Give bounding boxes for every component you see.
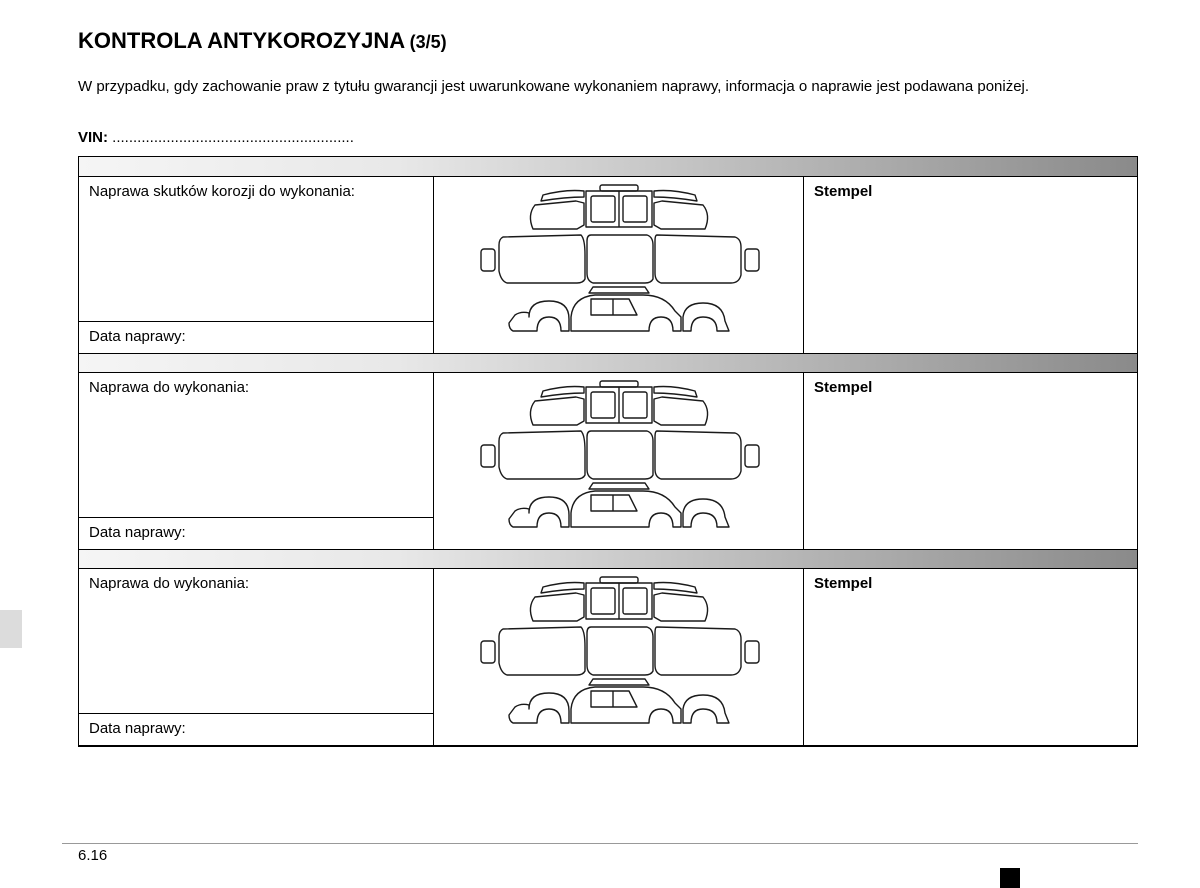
stamp-label: Stempel bbox=[804, 569, 1137, 745]
car-body-diagram-icon bbox=[471, 183, 767, 347]
date-label: Data naprawy: bbox=[79, 517, 433, 549]
vin-dots: ........................................… bbox=[112, 129, 354, 146]
records-table: Naprawa skutków korozji do wykonania: Da… bbox=[78, 156, 1138, 747]
vin-row: VIN: ...................................… bbox=[78, 129, 1138, 146]
record-left-col: Naprawa skutków korozji do wykonania: Da… bbox=[79, 177, 434, 353]
intro-text: W przypadku, gdy zachowanie praw z tytuł… bbox=[78, 78, 1138, 95]
title-row: KONTROLA ANTYKOROZYJNA (3/5) bbox=[78, 28, 1138, 54]
car-body-diagram-icon bbox=[471, 575, 767, 739]
record-left-col: Naprawa do wykonania: Data naprawy: bbox=[79, 569, 434, 745]
page-title-main: KONTROLA ANTYKOROZYJNA bbox=[78, 28, 405, 53]
record-left-col: Naprawa do wykonania: Data naprawy: bbox=[79, 373, 434, 549]
repair-label: Naprawa skutków korozji do wykonania: bbox=[79, 177, 433, 321]
date-label: Data naprawy: bbox=[79, 713, 433, 745]
repair-label: Naprawa do wykonania: bbox=[79, 569, 433, 713]
record-row: Naprawa do wykonania: Data naprawy: bbox=[79, 569, 1137, 745]
stamp-label: Stempel bbox=[804, 373, 1137, 549]
repair-label: Naprawa do wykonania: bbox=[79, 373, 433, 517]
black-tab bbox=[1000, 868, 1020, 888]
page-container: KONTROLA ANTYKOROZYJNA (3/5) W przypadku… bbox=[0, 0, 1200, 888]
page-number: 6.16 bbox=[78, 847, 107, 864]
gradient-bar bbox=[79, 353, 1137, 373]
car-body-diagram-icon bbox=[471, 379, 767, 543]
date-label: Data naprawy: bbox=[79, 321, 433, 353]
gradient-bar bbox=[79, 549, 1137, 569]
record-diagram-col bbox=[434, 177, 804, 353]
page-title-suffix: (3/5) bbox=[410, 32, 447, 52]
record-row: Naprawa do wykonania: Data naprawy: bbox=[79, 373, 1137, 549]
stamp-label: Stempel bbox=[804, 177, 1137, 353]
record-row: Naprawa skutków korozji do wykonania: Da… bbox=[79, 177, 1137, 353]
vin-label: VIN: bbox=[78, 129, 108, 146]
gradient-bar bbox=[79, 157, 1137, 177]
record-diagram-col bbox=[434, 373, 804, 549]
record-diagram-col bbox=[434, 569, 804, 745]
footer-rule bbox=[62, 843, 1138, 844]
